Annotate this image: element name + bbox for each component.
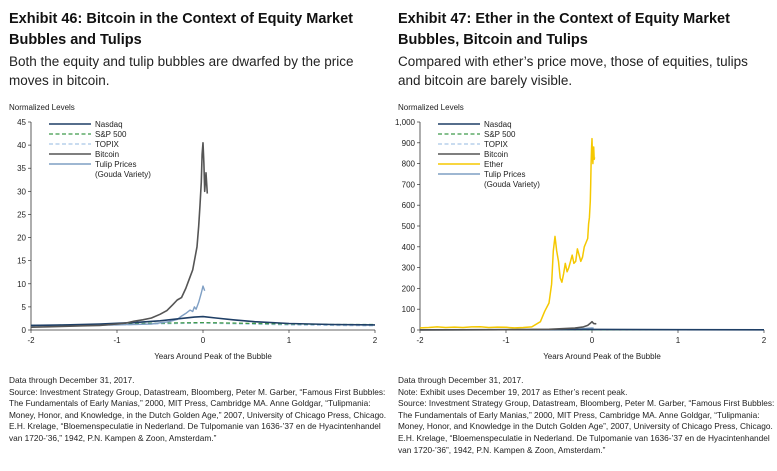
x-axis-label: Years Around Peak of the Bubble xyxy=(154,352,272,361)
legend-label-nasdaq: Nasdaq xyxy=(484,120,512,129)
y-tick-label: 400 xyxy=(402,243,416,252)
y-tick-label: 20 xyxy=(17,234,26,243)
series-line-nasdaq xyxy=(30,315,376,327)
x-tick-label: 2 xyxy=(762,336,767,345)
legend-label-tulip: Tulip Prices xyxy=(484,170,526,179)
y-tick-label: 15 xyxy=(17,257,26,266)
x-tick-label: 1 xyxy=(287,336,292,345)
exhibit-47-panel: Exhibit 47: Ether in the Context of Equi… xyxy=(395,0,777,471)
y-tick-label: 700 xyxy=(402,180,416,189)
data-through-note: Data through December 31, 2017. xyxy=(9,375,135,385)
y-tick-label: 200 xyxy=(402,284,416,293)
y-tick-label: 35 xyxy=(17,164,26,173)
y-tick-label: 900 xyxy=(402,139,416,148)
exhibit-subtitle: Both the equity and tulip bubbles are dw… xyxy=(9,54,354,88)
x-tick-label: -2 xyxy=(27,336,35,345)
legend-label-bitcoin: Bitcoin xyxy=(484,150,508,159)
legend-label-topix: TOPIX xyxy=(484,140,509,149)
exhibit-subtitle: Compared with ether’s price move, those … xyxy=(398,54,748,88)
source-note: Source: Investment Strategy Group, Datas… xyxy=(398,398,775,455)
ether-bubble-chart: Normalized Levels 0 100 200 300 400 500 600 700 8… xyxy=(395,103,767,361)
y-axis-label: Normalized Levels xyxy=(9,103,75,112)
y-tick-label: 600 xyxy=(402,201,416,210)
legend-label-bitcoin: Bitcoin xyxy=(95,150,119,159)
y-tick-label: 0 xyxy=(411,326,416,335)
series-line-bitcoin xyxy=(419,320,597,331)
series-line-bitcoin xyxy=(30,142,209,328)
bitcoin-bubble-chart: Normalized Levels 0 5 10 15 20 25 30 35 40 45 -2 -1 0… xyxy=(9,103,378,361)
y-tick-label: 500 xyxy=(402,222,416,231)
y-tick-label: 40 xyxy=(17,141,26,150)
exhibit-46-panel: Exhibit 46: Bitcoin in the Context of Eq… xyxy=(9,0,393,471)
y-axis-label: Normalized Levels xyxy=(398,103,464,112)
legend-label-tulip-variety: (Gouda Variety) xyxy=(484,180,540,189)
x-tick-label: -1 xyxy=(502,336,510,345)
y-tick-label: 25 xyxy=(17,210,26,219)
source-note: Source: Investment Strategy Group, Datas… xyxy=(9,386,387,443)
series-line-tulip xyxy=(31,285,206,327)
x-tick-label: -1 xyxy=(113,336,121,345)
legend-label-sp500: S&P 500 xyxy=(95,130,127,139)
y-tick-label: 300 xyxy=(402,264,416,273)
x-axis-label: Years Around Peak of the Bubble xyxy=(543,352,661,361)
legend-label-sp500: S&P 500 xyxy=(484,130,516,139)
x-tick-label: 0 xyxy=(590,336,595,345)
x-tick-label: 2 xyxy=(373,336,378,345)
y-tick-label: 0 xyxy=(22,326,27,335)
exhibit-notes: Data through December 31, 2017. Note: Ex… xyxy=(398,375,777,456)
legend-label-ether: Ether xyxy=(484,160,503,169)
y-tick-label: 10 xyxy=(17,280,26,289)
exhibit-title: Exhibit 46: Bitcoin in the Context of Eq… xyxy=(9,11,353,48)
legend-label-topix: TOPIX xyxy=(95,140,120,149)
legend-label-tulip: Tulip Prices xyxy=(95,160,137,169)
y-tick-label: 1,000 xyxy=(395,118,416,127)
legend-label-nasdaq: Nasdaq xyxy=(95,120,123,129)
legend-label-tulip-variety: (Gouda Variety) xyxy=(95,170,151,179)
x-tick-label: 1 xyxy=(676,336,681,345)
y-tick-label: 100 xyxy=(402,305,416,314)
y-tick-label: 30 xyxy=(17,187,26,196)
x-tick-label: 0 xyxy=(201,336,206,345)
exhibit-title: Exhibit 47: Ether in the Context of Equi… xyxy=(398,11,730,48)
y-tick-label: 5 xyxy=(22,303,27,312)
exhibit-notes: Data through December 31, 2017. Source: … xyxy=(9,375,389,445)
data-through-note: Data through December 31, 2017. xyxy=(398,375,524,385)
series-line-ether xyxy=(419,137,596,329)
ether-peak-note: Note: Exhibit uses December 19, 2017 as … xyxy=(398,386,628,397)
x-tick-label: -2 xyxy=(416,336,424,345)
y-tick-label: 45 xyxy=(17,118,26,127)
y-tick-label: 800 xyxy=(402,160,416,169)
